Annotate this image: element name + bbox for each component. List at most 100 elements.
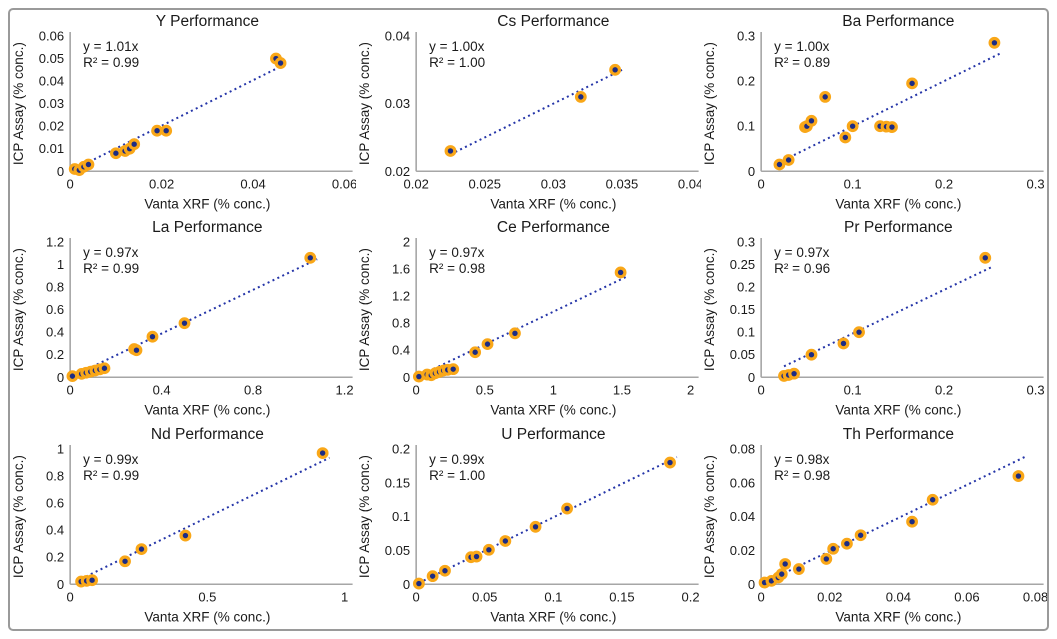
- data-point: [1012, 469, 1025, 482]
- y-tick-label: 0.2: [392, 441, 410, 456]
- x-tick-label: 0.02: [817, 589, 842, 604]
- r-squared-label: R² = 0.98: [429, 261, 485, 276]
- data-point: [151, 124, 163, 137]
- data-point: [179, 529, 192, 542]
- chart-cell-ba: Ba Performance 0 0.1 0.2 0.3 0 0.1 0.2 0.3 Vanta …: [701, 10, 1047, 216]
- chart-pr-performance: Pr Performance 0 0.05 0.1 0.15 0.2 0.25 0.3 0 0.1…: [702, 219, 1045, 417]
- y-tick-label: 0.06: [39, 29, 64, 44]
- x-tick-label: 0.06: [955, 589, 980, 604]
- data-point: [482, 543, 495, 556]
- data-point: [481, 338, 494, 351]
- data-point: [119, 555, 131, 567]
- chart-la-performance: La Performance 0 0.2 0.4 0.6 0.8 1 1.2 0 0.4 0.8 1.…: [11, 219, 354, 417]
- y-tick-label: 0: [57, 576, 64, 591]
- data-point: [412, 577, 425, 590]
- y-tick-label: 0.05: [730, 348, 755, 363]
- y-tick-label: 0: [403, 576, 410, 591]
- x-tick-label: 0.5: [475, 383, 493, 398]
- r-squared-label: R² = 0.89: [774, 55, 830, 70]
- y-tick-label: 0: [57, 370, 64, 385]
- trend-line: [449, 68, 623, 156]
- x-axis-label: Vanta XRF (% conc.): [144, 196, 270, 211]
- y-tick-label: 0.06: [730, 475, 755, 490]
- trend-line: [74, 62, 288, 170]
- x-tick-label: 0: [758, 589, 765, 604]
- data-point: [855, 528, 867, 541]
- data-point: [979, 252, 992, 265]
- equation-label: y = 0.99x: [429, 452, 484, 467]
- x-tick-label: 2: [687, 383, 694, 398]
- equation-label: y = 0.99x: [83, 452, 138, 467]
- x-tick-label: 0: [67, 589, 74, 604]
- x-tick-label: 0.04: [240, 176, 265, 191]
- charts-grid: Y Performance 0 0.01 0.02 0.03 0.04 0.05 0.06 0 0…: [10, 10, 1047, 629]
- x-tick-label: 1.5: [613, 383, 631, 398]
- r-squared-label: R² = 0.98: [774, 468, 830, 483]
- data-point: [468, 346, 481, 359]
- data-point: [82, 158, 95, 171]
- chart-cell-u: U Performance 0 0.05 0.1 0.15 0.2 0 0.05 0.1 0.15…: [356, 423, 702, 629]
- data-point: [820, 552, 833, 565]
- x-tick-label: 0: [758, 176, 765, 191]
- data-point: [446, 363, 459, 376]
- y-tick-label: 0: [748, 370, 755, 385]
- y-tick-label: 0.03: [384, 96, 409, 111]
- data-point: [444, 145, 457, 157]
- chart-cell-cs: Cs Performance 0.02 0.03 0.04 0.02 0.025 0.03 0…: [356, 10, 702, 216]
- x-tick-label: 0: [412, 383, 419, 398]
- data-point: [614, 266, 627, 279]
- x-tick-label: 0.04: [678, 176, 702, 191]
- y-tick-label: 0.2: [46, 348, 64, 363]
- x-tick-label: 0.02: [403, 176, 428, 191]
- data-point: [86, 573, 99, 586]
- y-tick-label: 0.4: [46, 522, 64, 537]
- y-tick-label: 0.6: [46, 495, 64, 510]
- data-point: [841, 537, 854, 550]
- chart-title: Th Performance: [843, 426, 954, 443]
- data-point: [988, 36, 1001, 49]
- x-tick-label: 1: [549, 383, 556, 398]
- y-axis-label: ICP Assay (% conc.): [702, 455, 717, 578]
- y-tick-label: 0.8: [46, 468, 64, 483]
- r-squared-label: R² = 1.00: [429, 55, 485, 70]
- data-point: [839, 131, 852, 144]
- trend-line: [418, 275, 628, 378]
- chart-cell-y: Y Performance 0 0.01 0.02 0.03 0.04 0.05 0.06 0 0…: [10, 10, 356, 216]
- x-tick-label: 0.8: [244, 383, 262, 398]
- y-tick-label: 0.04: [730, 509, 755, 524]
- chart-cell-th: Th Performance 0 0.02 0.04 0.06 0.08 0 0.02 0.04…: [701, 423, 1047, 629]
- data-point: [853, 326, 866, 339]
- r-squared-label: R² = 0.99: [83, 55, 139, 70]
- y-tick-label: 0: [748, 164, 755, 179]
- x-tick-label: 1: [341, 589, 348, 604]
- data-point: [508, 327, 521, 340]
- y-tick-label: 0.1: [392, 509, 410, 524]
- data-point: [109, 147, 122, 160]
- data-point: [178, 317, 191, 330]
- data-point: [927, 493, 939, 506]
- chart-nd-performance: Nd Performance 0 0.2 0.4 0.6 0.8 1 0 0.5 1 Vanta X…: [11, 426, 353, 624]
- trend-line: [783, 266, 993, 368]
- r-squared-label: R² = 1.00: [429, 468, 485, 483]
- data-point: [608, 63, 621, 76]
- equation-label: y = 1.00x: [429, 39, 484, 54]
- x-tick-label: 0.5: [198, 589, 216, 604]
- x-axis-label: Vanta XRF (% conc.): [490, 609, 616, 624]
- chart-cell-ce: Ce Performance 0 0.4 0.8 1.2 1.6 2 0 0.5 1 1.5 2 Van…: [356, 216, 702, 422]
- x-tick-label: 0.1: [844, 176, 862, 191]
- x-axis-label: Vanta XRF (% conc.): [490, 196, 616, 211]
- chart-title: Ce Performance: [497, 219, 610, 236]
- chart-cell-la: La Performance 0 0.2 0.4 0.6 0.8 1 1.2 0 0.4 0.8 1.…: [10, 216, 356, 422]
- y-tick-label: 0.04: [384, 29, 409, 44]
- r-squared-label: R² = 0.99: [83, 468, 139, 483]
- r-squared-label: R² = 0.96: [774, 261, 830, 276]
- y-tick-label: 0.01: [39, 141, 64, 156]
- y-axis-label: ICP Assay (% conc.): [357, 455, 372, 578]
- data-point: [805, 114, 818, 127]
- y-tick-label: 0.02: [730, 543, 755, 558]
- y-tick-label: 0.15: [384, 475, 409, 490]
- data-point: [529, 520, 542, 533]
- y-axis-label: ICP Assay (% conc.): [702, 42, 717, 165]
- data-point: [574, 90, 587, 103]
